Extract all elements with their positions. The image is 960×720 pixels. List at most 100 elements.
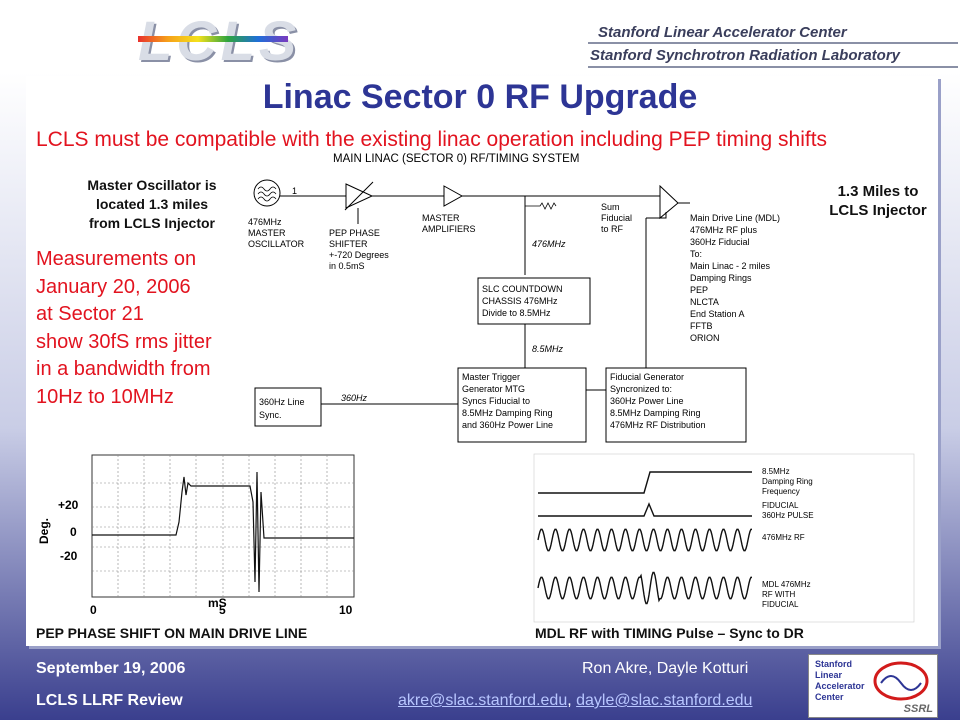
trace-label: Damping Ring	[762, 477, 813, 486]
resistor-symbol	[525, 202, 557, 210]
oscillator-number: 1	[292, 186, 297, 196]
phase-trace	[92, 471, 354, 593]
oscillator-label: 476MHz	[248, 217, 282, 227]
note-line: 1.3 Miles to	[837, 183, 919, 200]
measure-line: show 30fS rms jitter	[36, 330, 212, 353]
oscillator-label: MASTER	[248, 228, 286, 238]
note-line: Master Oscillator is	[87, 177, 217, 193]
mdl-label: End Station A	[690, 309, 745, 319]
x-tick: 0	[90, 603, 97, 617]
left-plot-caption: PEP PHASE SHIFT ON MAIN DRIVE LINE	[36, 625, 308, 641]
mdl-label: NLCTA	[690, 297, 719, 307]
measure-line: 10Hz to 10MHz	[36, 385, 174, 408]
fiducial-gen-label: 476MHz RF Distribution	[610, 420, 706, 430]
line-sync-freq-label: 360Hz	[341, 393, 368, 403]
slc-countdown-box	[477, 277, 591, 325]
measure-line: at Sector 21	[36, 303, 144, 326]
mtg-label: Master Trigger	[462, 372, 520, 382]
footer-emails: akre@slac.stanford.edu, dayle@slac.stanf…	[398, 692, 752, 710]
y-tick: 0	[70, 525, 77, 539]
x-axis-label: mS	[208, 596, 227, 610]
line-sync-label: Sync.	[259, 410, 282, 420]
email-link-kotturi[interactable]: dayle@slac.stanford.edu	[576, 692, 753, 709]
pep-shifter-label: in 0.5mS	[329, 261, 365, 271]
org-name-slac: Stanford Linear Accelerator Center	[598, 24, 847, 41]
line-sync-box	[254, 387, 322, 427]
fiducial-feedback-line	[645, 212, 667, 368]
amplifier-label: AMPLIFIERS	[422, 224, 476, 234]
trace-label: 476MHz RF	[762, 533, 805, 542]
mdl-label: 360Hz Fiducial	[690, 237, 750, 247]
note-line: from LCLS Injector	[88, 215, 215, 231]
email-link-akre[interactable]: akre@slac.stanford.edu	[398, 692, 568, 709]
injector-distance-note: 1.3 Miles to LCLS Injector	[808, 182, 948, 220]
mdl-label: FFTB	[690, 321, 713, 331]
fiducial-trace	[538, 502, 752, 517]
x-tick: 10	[339, 603, 353, 617]
logo-rainbow-stripe	[138, 36, 288, 42]
x-tick: 5	[219, 603, 226, 617]
slide-subtitle: LCLS must be compatible with the existin…	[36, 128, 828, 151]
footer-authors: Ron Akre, Dayle Kotturi	[582, 660, 749, 677]
trace-label: 360Hz PULSE	[762, 511, 814, 520]
trace-label: FIDUCIAL	[762, 501, 799, 510]
rf-trace	[537, 528, 752, 552]
trace-label: MDL 476MHz	[762, 580, 811, 589]
org-name-ssrl: Stanford Synchrotron Radiation Laborator…	[590, 47, 901, 64]
mtg-label: and 360Hz Power Line	[462, 420, 553, 430]
measure-line: in a bandwidth from	[36, 358, 211, 381]
mtg-label: 8.5MHz Damping Ring	[462, 408, 553, 418]
rf-signal-line	[280, 195, 690, 204]
oscillator-label: OSCILLATOR	[248, 239, 305, 249]
pep-shifter-label: +-720 Degrees	[329, 250, 389, 260]
divided-freq-label: 8.5MHz	[532, 344, 564, 354]
footer-date: September 19, 2006	[36, 660, 186, 677]
logo-text: Accelerator	[815, 681, 865, 691]
line-sync-label: 360Hz Line	[259, 397, 305, 407]
mdl-label: Main Linac - 2 miles	[690, 261, 771, 271]
fiducial-generator-box	[605, 367, 747, 443]
slc-label: CHASSIS 476MHz	[482, 296, 558, 306]
sum-label: to RF	[601, 224, 624, 234]
sum-label: Fiducial	[601, 213, 632, 223]
pep-phase-shifter-symbol	[344, 181, 374, 224]
note-line: LCLS Injector	[829, 202, 927, 219]
trace-label: Frequency	[762, 487, 800, 496]
mdl-timing-plot: 8.5MHz Damping Ring Frequency FIDUCIAL 3…	[533, 453, 915, 623]
y-tick: +20	[58, 498, 79, 512]
damping-ring-trace	[538, 471, 752, 494]
measurement-summary: Measurements on January 20, 2006 at Sect…	[36, 246, 212, 412]
trace-label: 8.5MHz	[762, 467, 790, 476]
trace-label: RF WITH	[762, 590, 796, 599]
slide-header: LCLS Stanford Linear Accelerator Center …	[0, 0, 960, 72]
amplifier-symbol	[443, 185, 464, 207]
pep-shifter-label: SHIFTER	[329, 239, 368, 249]
mdl-trace	[537, 571, 752, 605]
pep-shifter-label: PEP PHASE	[329, 228, 380, 238]
right-plot-caption: MDL RF with TIMING Pulse – Sync to DR	[535, 625, 804, 641]
trace-label: FIDUCIAL	[762, 600, 799, 609]
slc-label: SLC COUNTDOWN	[482, 284, 563, 294]
mtg-label: Syncs Fiducial to	[462, 396, 530, 406]
mdl-label: PEP	[690, 285, 708, 295]
header-divider	[588, 66, 958, 68]
slc-label: Divide to 8.5MHz	[482, 308, 551, 318]
oscillator-symbol	[253, 179, 281, 207]
logo-emblem	[873, 661, 929, 701]
y-tick: -20	[60, 549, 78, 563]
note-line: located 1.3 miles	[95, 196, 209, 212]
amplifier-label: MASTER	[422, 213, 460, 223]
fiducial-gen-label: Fiducial Generator	[610, 372, 684, 382]
pep-phase-plot: +20 0 -20 Deg. 0 5 10 mS	[37, 454, 355, 617]
measure-line: Measurements on	[36, 248, 197, 270]
email-separator: ,	[567, 692, 577, 709]
slide-title: Linac Sector 0 RF Upgrade	[262, 78, 698, 116]
mdl-label: 476MHz RF plus	[690, 225, 758, 235]
fiducial-gen-label: 360Hz Power Line	[610, 396, 684, 406]
fiducial-gen-label: 8.5MHz Damping Ring	[610, 408, 701, 418]
logo-text: Center	[815, 692, 844, 702]
mtg-box	[457, 367, 587, 443]
logo-text: Stanford	[815, 659, 852, 669]
footer-review: LCLS LLRF Review	[36, 692, 183, 709]
